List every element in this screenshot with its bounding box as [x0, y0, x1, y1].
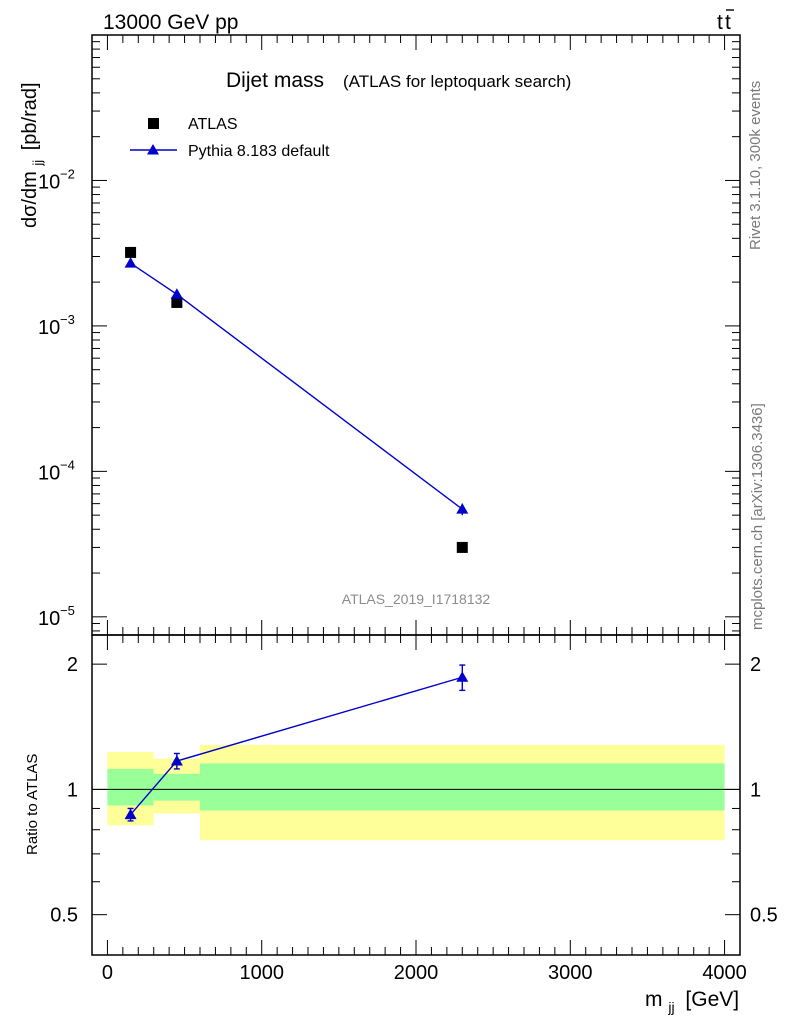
band-inner-0 — [107, 768, 154, 806]
x-axis-label-text: m — [645, 988, 663, 1011]
legend: ATLAS Pythia 8.183 default — [130, 116, 330, 160]
band-inner-1 — [153, 773, 200, 801]
x-axis-label: m jj [GeV] — [645, 988, 739, 1017]
main-ytick-label: 10 — [38, 317, 60, 339]
header-right-bar: t — [725, 11, 731, 34]
point-pythia — [124, 257, 137, 268]
main-ytick-label: 10 — [38, 171, 60, 193]
ratio-series — [124, 664, 469, 822]
chart-subtitle: (ATLAS for leptoquark search) — [343, 72, 571, 91]
xtick-label: 0 — [102, 962, 113, 984]
analysis-id: ATLAS_2019_I1718132 — [342, 591, 491, 607]
point-pythia — [170, 288, 183, 299]
main-series — [124, 246, 469, 553]
x-axis-label-unit: [GeV] — [685, 988, 739, 1011]
chart-title: Dijet mass — [226, 69, 324, 92]
point-pythia — [456, 503, 469, 514]
ratio-point-pythia — [124, 808, 137, 820]
legend-marker-pythia — [147, 144, 159, 155]
ratio-point-pythia — [456, 671, 469, 682]
ratio-ytick-label-right: 2 — [750, 654, 761, 676]
ratio-ytick-label: 1 — [67, 779, 78, 801]
legend-marker-atlas — [148, 118, 159, 129]
xtick-label: 4000 — [702, 962, 747, 984]
main-ytick-label: 10 — [38, 608, 60, 630]
xtick-label: 1000 — [239, 962, 284, 984]
tick-labels: 10 −210 −310 −410 −52 21 10.5 0.50 1000 2000 3000 4… — [38, 166, 778, 984]
side-text-top: Rivet 3.1.10, 300k events — [747, 81, 764, 250]
legend-label-atlas: ATLAS — [188, 116, 238, 133]
xtick-label: 2000 — [394, 962, 439, 984]
svg-text:dσ/dm jj [pb/rad]: dσ/dm jj [pb/rad] — [19, 82, 47, 228]
y-axis-label-main: dσ/dm jj [pb/rad] — [19, 82, 47, 228]
axis-ticks — [91, 34, 741, 956]
point-atlas — [171, 296, 183, 308]
ratio-bands — [107, 744, 725, 841]
x-axis-label-sub: jj — [667, 999, 674, 1015]
main-ytick-label-exp: −4 — [60, 457, 75, 472]
ratio-ytick-label-right: 0.5 — [750, 905, 778, 927]
ratio-ytick-label: 2 — [67, 654, 78, 676]
y-axis-label-main-text: dσ/dm — [19, 171, 41, 228]
side-text-bottom: mcplots.cern.ch [arXiv:1306.3436] — [749, 403, 766, 630]
legend-label-pythia: Pythia 8.183 default — [188, 143, 330, 160]
header-right: t t — [717, 9, 734, 34]
point-atlas — [125, 246, 137, 258]
header-left: 13000 GeV pp — [103, 11, 238, 34]
ratio-ytick-label: 0.5 — [50, 905, 78, 927]
main-ytick-label: 10 — [38, 462, 60, 484]
header-right-base: t — [717, 11, 723, 34]
y-axis-label-ratio: Ratio to ATLAS — [24, 754, 41, 855]
main-ytick-label-exp: −3 — [60, 312, 75, 327]
xtick-label: 3000 — [548, 962, 593, 984]
main-ytick-label-exp: −5 — [60, 603, 75, 618]
main-ytick-label-exp: −2 — [60, 166, 75, 181]
y-axis-label-main-sub: jj — [30, 160, 45, 167]
ratio-point-pythia — [170, 755, 183, 766]
y-axis-label-main-unit: [pb/rad] — [19, 82, 41, 150]
band-inner-2 — [200, 763, 725, 811]
point-atlas — [456, 541, 468, 553]
ratio-ytick-label-right: 1 — [750, 779, 761, 801]
